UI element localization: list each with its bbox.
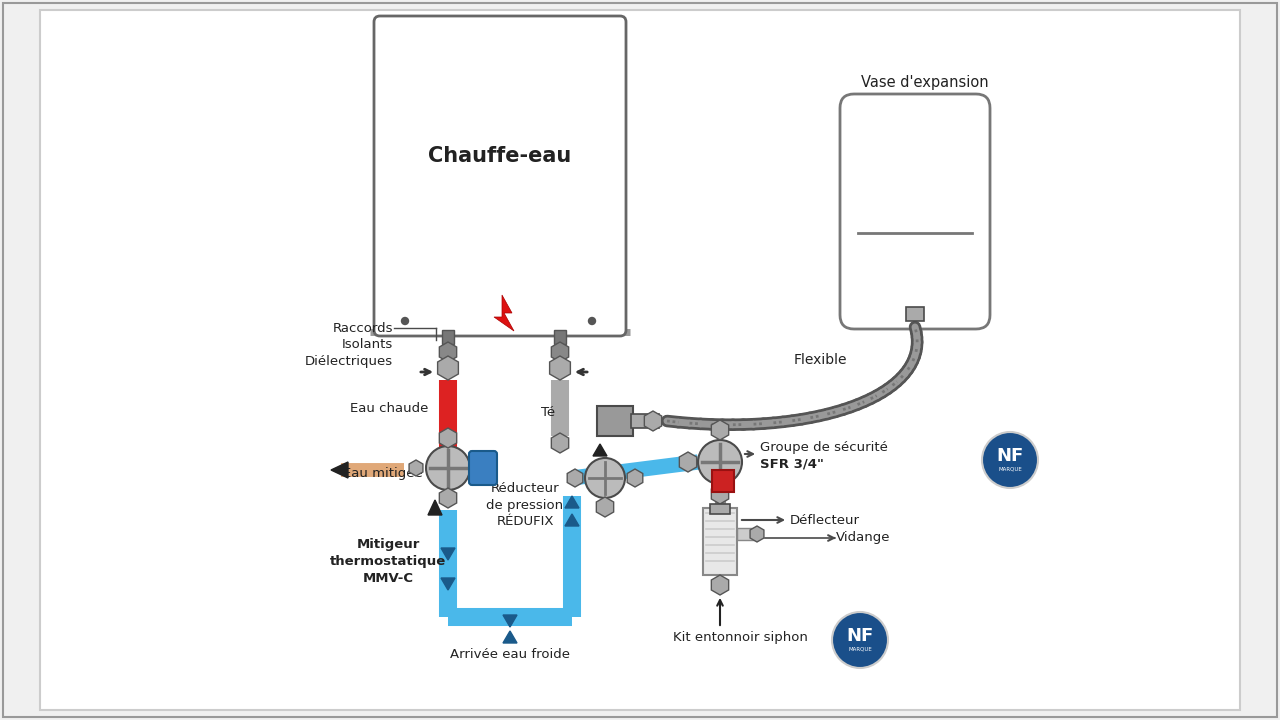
Text: Groupe de sécurité: Groupe de sécurité	[760, 441, 888, 454]
Polygon shape	[439, 428, 457, 448]
Text: Té: Té	[541, 405, 556, 418]
Polygon shape	[428, 500, 442, 515]
Polygon shape	[552, 433, 568, 453]
Polygon shape	[567, 469, 582, 487]
Polygon shape	[503, 615, 517, 627]
Text: Eau chaude: Eau chaude	[349, 402, 428, 415]
Polygon shape	[438, 356, 458, 380]
Polygon shape	[410, 460, 422, 476]
Bar	[596, 406, 634, 436]
Polygon shape	[644, 411, 662, 431]
Polygon shape	[494, 295, 515, 331]
Circle shape	[698, 440, 742, 484]
Text: Arrivée eau froide: Arrivée eau froide	[451, 649, 570, 662]
Text: MARQUE: MARQUE	[849, 647, 872, 652]
Text: Vidange: Vidange	[836, 531, 891, 544]
Bar	[442, 330, 454, 344]
Circle shape	[832, 612, 888, 668]
Polygon shape	[596, 497, 613, 517]
Polygon shape	[503, 631, 517, 643]
Bar	[906, 307, 924, 321]
Polygon shape	[439, 342, 457, 362]
Circle shape	[402, 318, 408, 325]
FancyBboxPatch shape	[374, 16, 626, 336]
Text: Kit entonnoir siphon: Kit entonnoir siphon	[672, 631, 808, 644]
Polygon shape	[564, 514, 579, 526]
Polygon shape	[564, 496, 579, 508]
Text: Mitigeur
thermostatique
MMV-C: Mitigeur thermostatique MMV-C	[330, 538, 447, 585]
Bar	[631, 414, 659, 428]
Polygon shape	[712, 575, 728, 595]
Bar	[554, 330, 566, 344]
FancyBboxPatch shape	[840, 94, 989, 329]
Text: Flexible: Flexible	[794, 353, 847, 367]
Polygon shape	[593, 444, 607, 456]
Bar	[703, 508, 737, 575]
Bar	[712, 470, 733, 492]
Circle shape	[589, 318, 595, 325]
Polygon shape	[332, 462, 348, 478]
Polygon shape	[712, 484, 728, 504]
Circle shape	[426, 446, 470, 490]
Polygon shape	[627, 469, 643, 487]
Polygon shape	[750, 526, 764, 542]
Text: Déflecteur: Déflecteur	[790, 513, 860, 526]
Text: NF: NF	[846, 627, 874, 645]
Circle shape	[585, 458, 625, 498]
Text: Chauffe-eau: Chauffe-eau	[429, 146, 572, 166]
Text: MARQUE: MARQUE	[998, 467, 1021, 472]
Polygon shape	[442, 578, 454, 590]
Bar	[737, 528, 756, 540]
Polygon shape	[549, 356, 571, 380]
Text: Raccords
Isolants
Diélectriques: Raccords Isolants Diélectriques	[305, 322, 393, 368]
FancyBboxPatch shape	[468, 451, 497, 485]
Bar	[710, 504, 730, 514]
Text: Réducteur
de pression
RÉDUFIX: Réducteur de pression RÉDUFIX	[486, 482, 563, 528]
Text: Vase d'expansion: Vase d'expansion	[861, 74, 989, 89]
Text: SFR 3/4": SFR 3/4"	[760, 457, 824, 470]
Text: Eau mitigée: Eau mitigée	[343, 467, 422, 480]
Polygon shape	[680, 452, 696, 472]
Polygon shape	[712, 420, 728, 440]
Circle shape	[982, 432, 1038, 488]
Polygon shape	[474, 460, 486, 476]
Text: NF: NF	[996, 447, 1024, 465]
Polygon shape	[552, 342, 568, 362]
Polygon shape	[442, 548, 454, 560]
Polygon shape	[439, 488, 457, 508]
